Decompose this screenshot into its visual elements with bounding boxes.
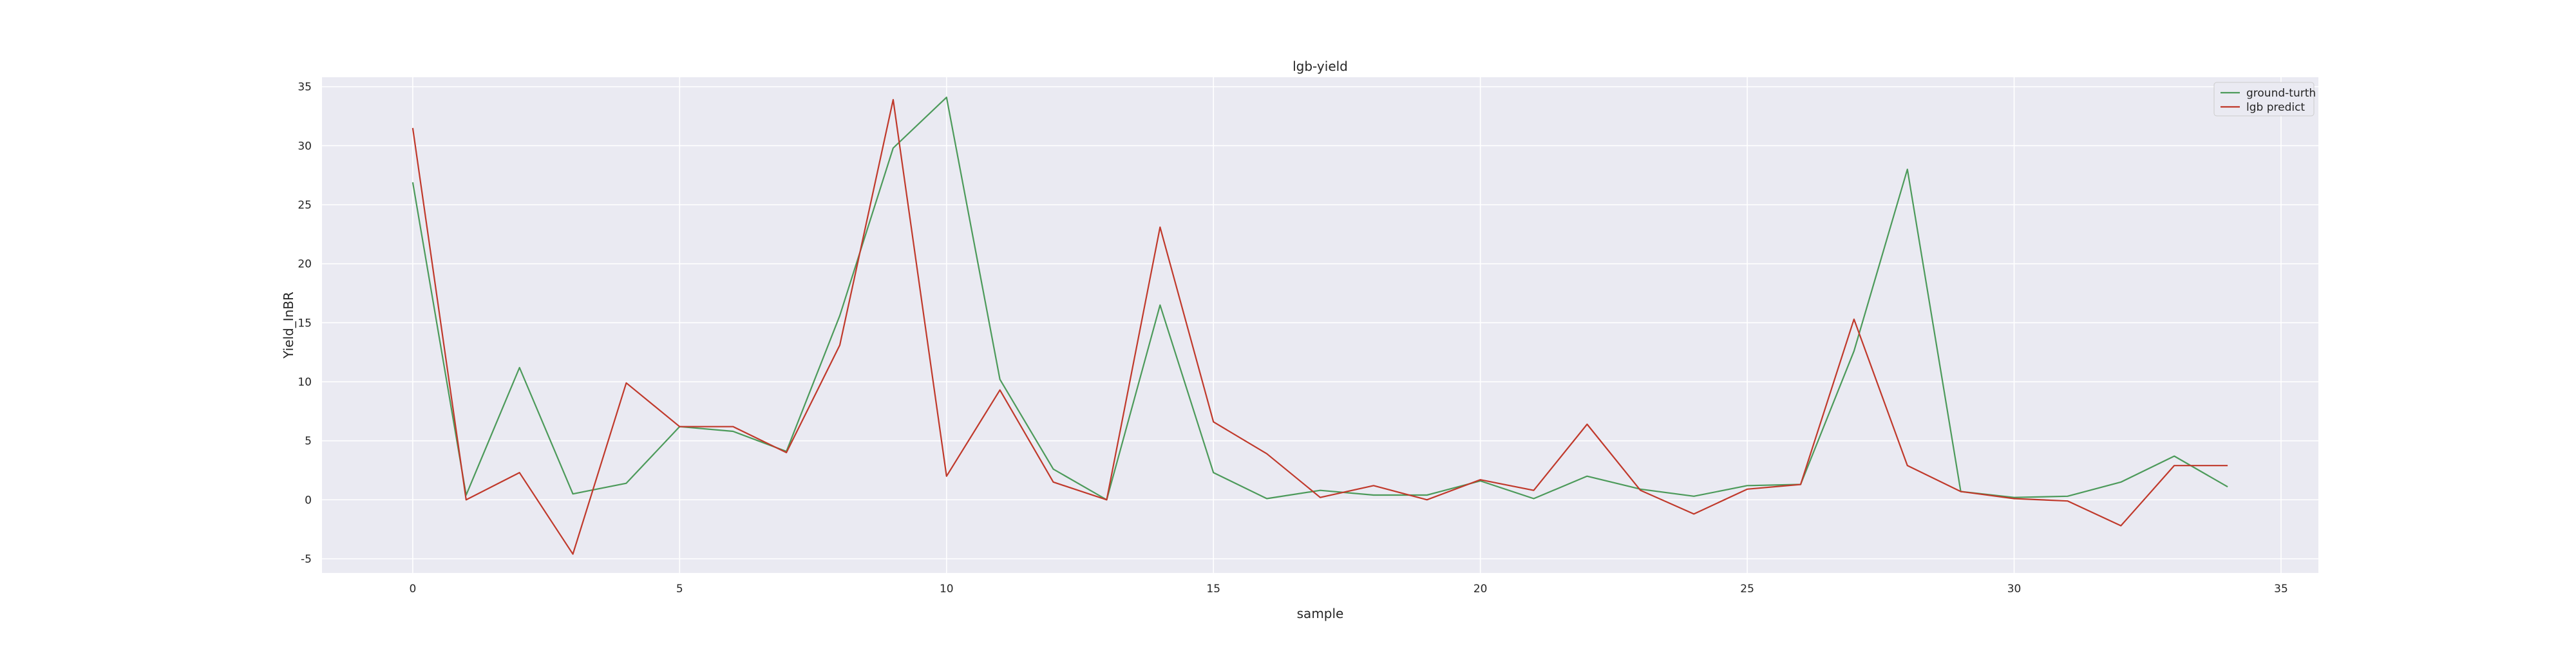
legend-label: ground-turth [2246, 87, 2316, 100]
series-line-1 [412, 98, 2228, 555]
grid-lines [322, 77, 2318, 573]
y-tick-label: 10 [298, 376, 312, 389]
x-tick-label: 0 [409, 583, 416, 595]
series-line-0 [412, 97, 2228, 501]
x-tick-label: 5 [676, 583, 683, 595]
legend-label: lgb predict [2246, 101, 2305, 114]
y-tick-label: 25 [298, 199, 312, 212]
tick-labels: 0 5 10 15 20 25 30 35 -5 0 5 10 15 20 25 30 35 [298, 81, 2287, 595]
y-tick-label: 15 [298, 317, 312, 330]
x-tick-label: 25 [1740, 583, 1754, 595]
x-tick-label: 35 [2274, 583, 2288, 595]
y-tick-label: 0 [305, 494, 312, 507]
y-tick-label: -5 [301, 553, 312, 566]
y-tick-label: 35 [298, 81, 312, 94]
x-tick-label: 20 [1473, 583, 1488, 595]
y-tick-label: 5 [305, 435, 312, 448]
x-tick-label: 30 [2007, 583, 2022, 595]
y-tick-label: 30 [298, 140, 312, 153]
y-axis-title: Yield_InBR [281, 292, 296, 359]
series-lines [412, 97, 2228, 555]
x-tick-label: 15 [1206, 583, 1220, 595]
x-tick-label: 10 [940, 583, 954, 595]
chart-title: lgb-yield [1293, 59, 1348, 74]
y-tick-label: 20 [298, 258, 312, 271]
x-axis-title: sample [1297, 606, 1344, 621]
